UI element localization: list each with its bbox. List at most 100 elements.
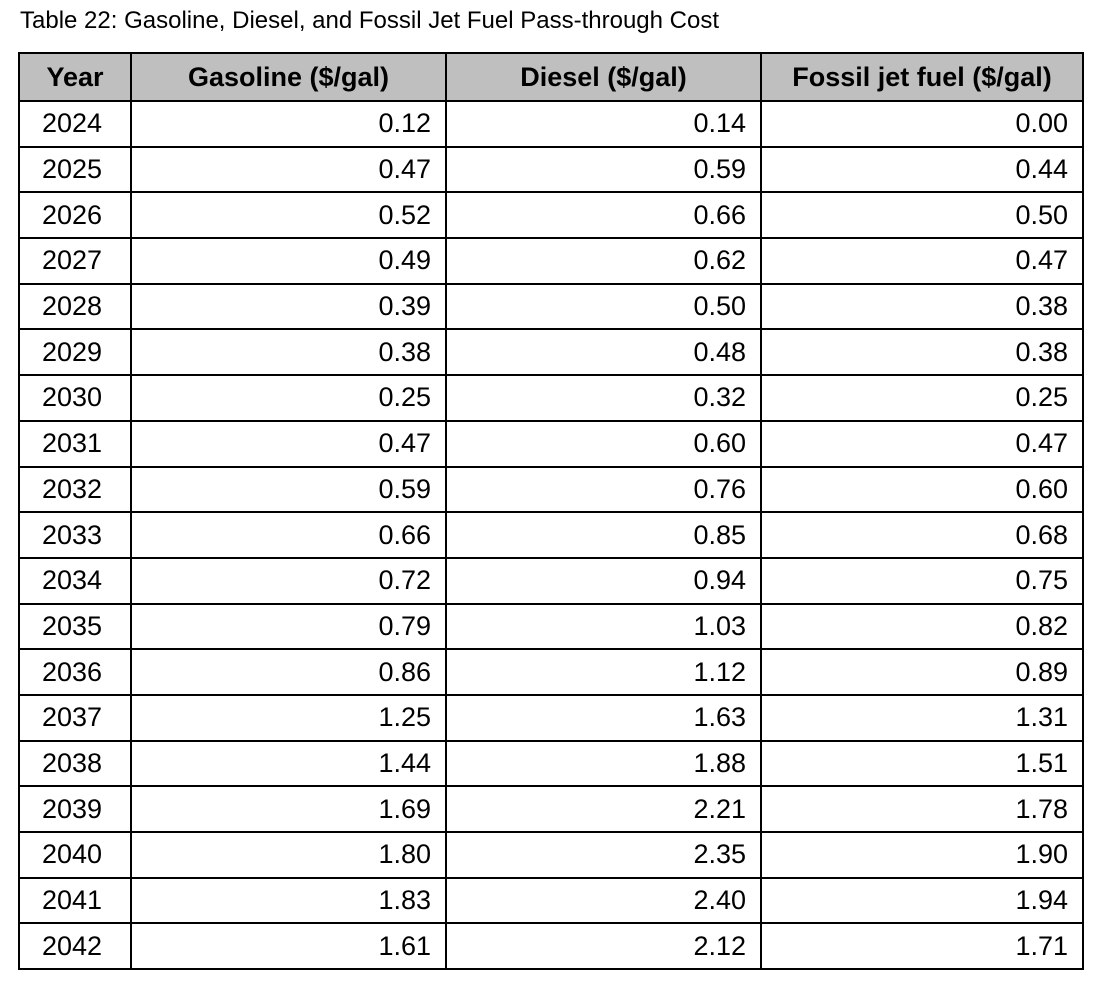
jet-fuel-cell: 0.00: [760, 100, 1084, 148]
year-cell: 2026: [18, 191, 132, 240]
table-row: 2033 0.66 0.85 0.68: [18, 511, 1084, 559]
jet-fuel-cell: 1.71: [760, 922, 1084, 971]
jet-fuel-cell: 0.25: [760, 374, 1084, 422]
gasoline-cell: 0.86: [130, 648, 447, 696]
year-cell: 2031: [18, 419, 132, 468]
table-caption: Table 22: Gasoline, Diesel, and Fossil J…: [20, 7, 720, 34]
diesel-cell: 1.03: [445, 602, 762, 651]
jet-fuel-cell: 0.75: [760, 556, 1084, 605]
diesel-cell: 2.12: [445, 922, 762, 971]
year-cell: 2027: [18, 237, 132, 285]
gasoline-cell: 0.12: [130, 100, 447, 148]
jet-fuel-cell: 0.60: [760, 465, 1084, 514]
diesel-cell: 0.48: [445, 328, 762, 377]
gasoline-cell: 0.79: [130, 602, 447, 651]
year-cell: 2033: [18, 511, 132, 559]
table-row: 2036 0.86 1.12 0.89: [18, 648, 1084, 696]
year-cell: 2039: [18, 785, 132, 833]
jet-fuel-cell: 0.38: [760, 328, 1084, 377]
jet-fuel-cell: 1.94: [760, 876, 1084, 925]
table-row: 2042 1.61 2.12 1.71: [18, 922, 1084, 971]
diesel-cell: 0.14: [445, 100, 762, 148]
jet-fuel-cell: 1.78: [760, 785, 1084, 833]
gasoline-cell: 1.25: [130, 693, 447, 742]
table-row: 2028 0.39 0.50 0.38: [18, 282, 1084, 331]
gasoline-cell: 1.83: [130, 876, 447, 925]
gasoline-cell: 0.38: [130, 328, 447, 377]
year-cell: 2035: [18, 602, 132, 651]
year-cell: 2025: [18, 145, 132, 194]
year-cell: 2040: [18, 831, 132, 879]
table-row: 2024 0.12 0.14 0.00: [18, 100, 1084, 148]
diesel-cell: 0.50: [445, 282, 762, 331]
diesel-cell: 2.35: [445, 831, 762, 879]
gasoline-cell: 0.39: [130, 282, 447, 331]
gasoline-cell: 1.80: [130, 831, 447, 879]
diesel-cell: 1.63: [445, 693, 762, 742]
diesel-cell: 0.60: [445, 419, 762, 468]
table-row: 2039 1.69 2.21 1.78: [18, 785, 1084, 833]
column-header-jet-fuel: Fossil jet fuel ($/gal): [760, 52, 1084, 102]
diesel-cell: 0.32: [445, 374, 762, 422]
diesel-cell: 2.21: [445, 785, 762, 833]
year-cell: 2030: [18, 374, 132, 422]
table-row: 2029 0.38 0.48 0.38: [18, 328, 1084, 377]
column-header-diesel: Diesel ($/gal): [445, 52, 762, 102]
jet-fuel-cell: 0.38: [760, 282, 1084, 331]
table-row: 2037 1.25 1.63 1.31: [18, 693, 1084, 742]
year-cell: 2032: [18, 465, 132, 514]
gasoline-cell: 0.66: [130, 511, 447, 559]
gasoline-cell: 0.59: [130, 465, 447, 514]
gasoline-cell: 0.52: [130, 191, 447, 240]
year-cell: 2041: [18, 876, 132, 925]
jet-fuel-cell: 0.47: [760, 419, 1084, 468]
year-cell: 2028: [18, 282, 132, 331]
table-row: 2025 0.47 0.59 0.44: [18, 145, 1084, 194]
gasoline-cell: 0.49: [130, 237, 447, 285]
gasoline-cell: 0.47: [130, 145, 447, 194]
year-cell: 2036: [18, 648, 132, 696]
pass-through-cost-table: Year Gasoline ($/gal) Diesel ($/gal) Fos…: [18, 52, 1084, 971]
diesel-cell: 2.40: [445, 876, 762, 925]
table-row: 2027 0.49 0.62 0.47: [18, 237, 1084, 285]
jet-fuel-cell: 1.51: [760, 739, 1084, 788]
table-row: 2035 0.79 1.03 0.82: [18, 602, 1084, 651]
table-row: 2038 1.44 1.88 1.51: [18, 739, 1084, 788]
table-row: 2041 1.83 2.40 1.94: [18, 876, 1084, 925]
gasoline-cell: 1.44: [130, 739, 447, 788]
gasoline-cell: 1.61: [130, 922, 447, 971]
year-cell: 2037: [18, 693, 132, 742]
jet-fuel-cell: 0.89: [760, 648, 1084, 696]
diesel-cell: 0.59: [445, 145, 762, 194]
table-row: 2031 0.47 0.60 0.47: [18, 419, 1084, 468]
diesel-cell: 0.62: [445, 237, 762, 285]
jet-fuel-cell: 0.82: [760, 602, 1084, 651]
table-row: 2034 0.72 0.94 0.75: [18, 556, 1084, 605]
jet-fuel-cell: 0.44: [760, 145, 1084, 194]
jet-fuel-cell: 0.50: [760, 191, 1084, 240]
jet-fuel-cell: 1.90: [760, 831, 1084, 879]
gasoline-cell: 1.69: [130, 785, 447, 833]
table-row: 2030 0.25 0.32 0.25: [18, 374, 1084, 422]
table-header-row: Year Gasoline ($/gal) Diesel ($/gal) Fos…: [18, 52, 1084, 102]
year-cell: 2038: [18, 739, 132, 788]
jet-fuel-cell: 0.47: [760, 237, 1084, 285]
year-cell: 2034: [18, 556, 132, 605]
diesel-cell: 1.88: [445, 739, 762, 788]
column-header-gasoline: Gasoline ($/gal): [130, 52, 447, 102]
diesel-cell: 0.76: [445, 465, 762, 514]
column-header-year: Year: [18, 52, 132, 102]
gasoline-cell: 0.47: [130, 419, 447, 468]
jet-fuel-cell: 1.31: [760, 693, 1084, 742]
gasoline-cell: 0.72: [130, 556, 447, 605]
diesel-cell: 1.12: [445, 648, 762, 696]
table-row: 2026 0.52 0.66 0.50: [18, 191, 1084, 240]
year-cell: 2042: [18, 922, 132, 971]
diesel-cell: 0.66: [445, 191, 762, 240]
gasoline-cell: 0.25: [130, 374, 447, 422]
year-cell: 2029: [18, 328, 132, 377]
table-row: 2040 1.80 2.35 1.90: [18, 831, 1084, 879]
diesel-cell: 0.94: [445, 556, 762, 605]
jet-fuel-cell: 0.68: [760, 511, 1084, 559]
table-row: 2032 0.59 0.76 0.60: [18, 465, 1084, 514]
